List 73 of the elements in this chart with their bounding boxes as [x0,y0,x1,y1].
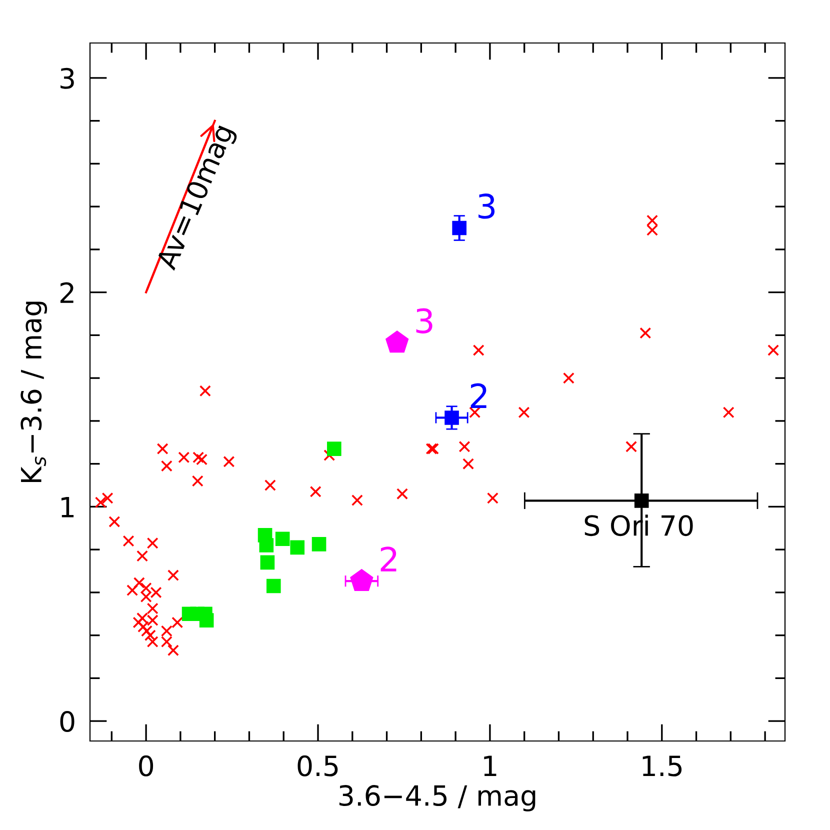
point [196,454,208,466]
point [156,443,168,455]
annotation: 2 [470,383,486,408]
point [146,537,158,549]
point [108,516,120,528]
point [132,616,144,628]
y-tick-label: 1 [61,496,74,518]
point [472,344,484,356]
point [94,496,106,508]
point [126,584,138,596]
point [640,327,652,339]
point [562,372,574,384]
x-tick-label: 0.5 [298,755,338,776]
point [275,532,290,546]
point [160,460,172,472]
point [150,586,162,598]
x-tick-label: 0 [139,755,154,776]
annotation: 3 [416,308,432,334]
annotation: 2 [380,546,396,572]
point [351,494,363,506]
point [192,475,204,487]
point [518,406,530,418]
point [167,644,179,656]
point [646,214,658,226]
y-tick-label: 0 [60,711,74,732]
point [160,636,172,648]
point [178,452,190,464]
point [122,535,134,547]
point [167,570,179,582]
point [199,613,214,628]
point [140,582,152,594]
point [290,540,305,555]
y-axis-title: K$_{s}$−3.6 / mag [20,302,48,482]
point [312,537,326,552]
point [133,577,145,589]
annotation: 3 [478,194,495,219]
point [144,630,156,642]
point [160,625,172,637]
point [327,442,342,456]
point [264,479,276,492]
point [626,440,638,452]
point [136,550,148,562]
point [350,569,374,591]
point [458,440,470,452]
point [259,538,274,552]
point [138,620,150,633]
point [199,385,211,397]
point [172,616,184,628]
point [486,492,498,504]
point [310,486,322,498]
point [722,406,734,418]
point [768,344,780,356]
point [462,458,474,470]
point [324,449,336,462]
point [146,636,158,648]
point [192,452,204,464]
point [102,492,114,504]
x-tick-label: 1.5 [642,756,682,776]
point [266,578,281,594]
y-tick-label: 3 [60,68,74,89]
point [444,410,459,425]
point [452,220,466,236]
point [260,555,275,570]
point [646,224,658,236]
point [140,590,152,602]
point [386,330,409,353]
point [146,602,158,614]
point [223,456,235,468]
x-tick-label: 1 [484,756,496,776]
point [396,488,408,500]
y-tick-label: 2 [60,282,74,303]
point [634,494,649,508]
x-axis-title: 3.6−4.5 / mag [339,785,536,812]
